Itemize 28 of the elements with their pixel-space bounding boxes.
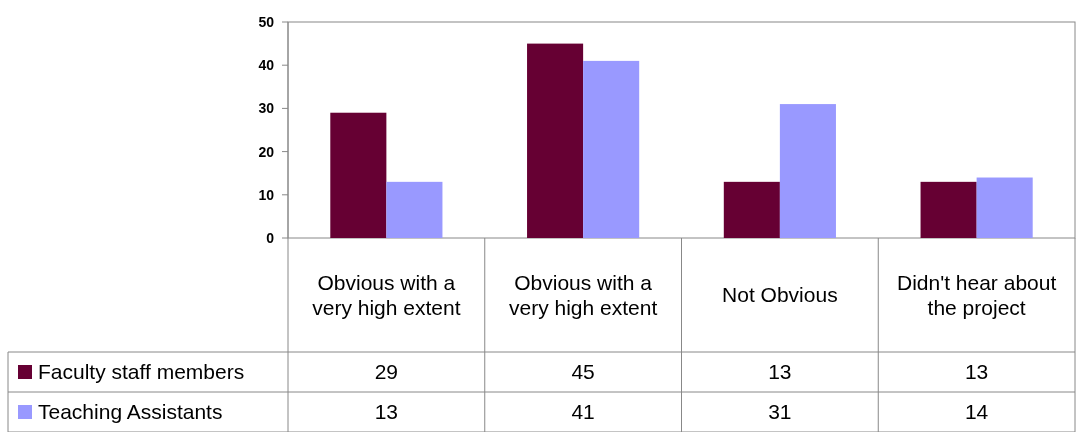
- data-label: 13: [768, 360, 792, 384]
- bar: [386, 181, 443, 238]
- data-label: 29: [374, 360, 399, 384]
- data-label: 14: [964, 400, 989, 424]
- data-label: 13: [964, 360, 989, 384]
- data-label: 31: [768, 400, 792, 424]
- legend-label: Teaching Assistants: [38, 400, 223, 424]
- data-label: 41: [571, 400, 595, 424]
- data-label: 13: [374, 400, 399, 424]
- x-tick-label: Didn't hear about the project: [896, 270, 1057, 319]
- y-tick-label: 20: [258, 143, 275, 160]
- bar: [583, 60, 640, 238]
- bar: [976, 177, 1033, 238]
- bar: [920, 181, 977, 238]
- bar: [330, 112, 387, 238]
- bar: [779, 104, 836, 238]
- x-tick-label: Obvious with a very high extent: [508, 270, 658, 319]
- y-tick-label: 0: [266, 229, 275, 246]
- bar: [723, 181, 780, 238]
- x-tick-label: Not Obvious: [722, 283, 838, 307]
- y-tick-label: 40: [258, 57, 275, 74]
- bar: [527, 43, 584, 238]
- data-label: 45: [571, 360, 595, 384]
- y-tick-label: 10: [258, 186, 275, 203]
- legend-label: Faculty staff members: [38, 360, 245, 384]
- y-tick-label: 30: [258, 100, 275, 117]
- x-tick-label: Obvious with a very high extent: [312, 270, 461, 319]
- y-tick-label: 50: [258, 13, 275, 30]
